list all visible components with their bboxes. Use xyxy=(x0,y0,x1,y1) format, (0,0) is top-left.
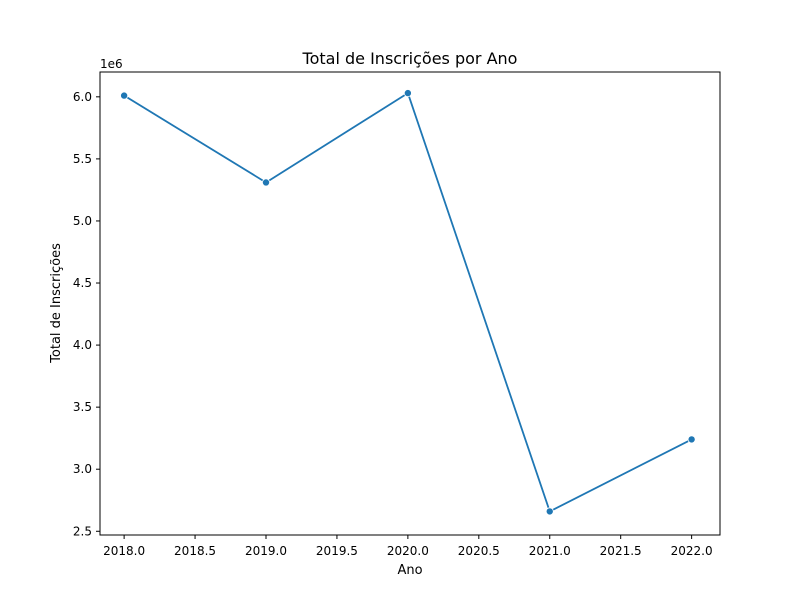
x-tick-label: 2019.5 xyxy=(316,544,358,558)
x-tick-label: 2022.0 xyxy=(671,544,713,558)
y-tick-label: 4.0 xyxy=(73,338,92,352)
x-axis: 2018.0 2018.5 2019.0 2019.5 2020.0 2020.5 2021… xyxy=(103,535,713,558)
x-axis-label: Ano xyxy=(397,563,422,578)
plot-frame xyxy=(99,71,721,536)
y-tick-label: 4.5 xyxy=(73,276,92,290)
y-axis: 2.5 3.0 3.5 4.0 4.5 5.0 5.5 6.0 xyxy=(73,90,100,538)
x-tick-label: 2018.0 xyxy=(103,544,145,558)
series-group xyxy=(120,89,696,516)
x-tick-label: 2019.0 xyxy=(245,544,287,558)
y-axis-label: Total de Inscrições xyxy=(49,243,64,364)
y-offset-label: 1e6 xyxy=(100,57,123,71)
x-tick-label: 2020.0 xyxy=(387,544,429,558)
data-point xyxy=(120,91,129,100)
data-point xyxy=(403,89,412,98)
x-tick-label: 2018.5 xyxy=(174,544,216,558)
data-point xyxy=(545,507,554,516)
chart-title: Total de Inscrições por Ano xyxy=(302,49,518,68)
data-point xyxy=(687,435,696,444)
y-tick-label: 6.0 xyxy=(73,90,92,104)
y-tick-label: 3.0 xyxy=(73,462,92,476)
y-tick-label: 3.5 xyxy=(73,400,92,414)
x-tick-label: 2021.5 xyxy=(600,544,642,558)
x-tick-label: 2020.5 xyxy=(458,544,500,558)
x-tick-label: 2021.0 xyxy=(529,544,571,558)
y-tick-label: 5.5 xyxy=(73,152,92,166)
data-point xyxy=(261,178,270,187)
y-tick-label: 2.5 xyxy=(73,524,92,538)
y-tick-label: 5.0 xyxy=(73,214,92,228)
